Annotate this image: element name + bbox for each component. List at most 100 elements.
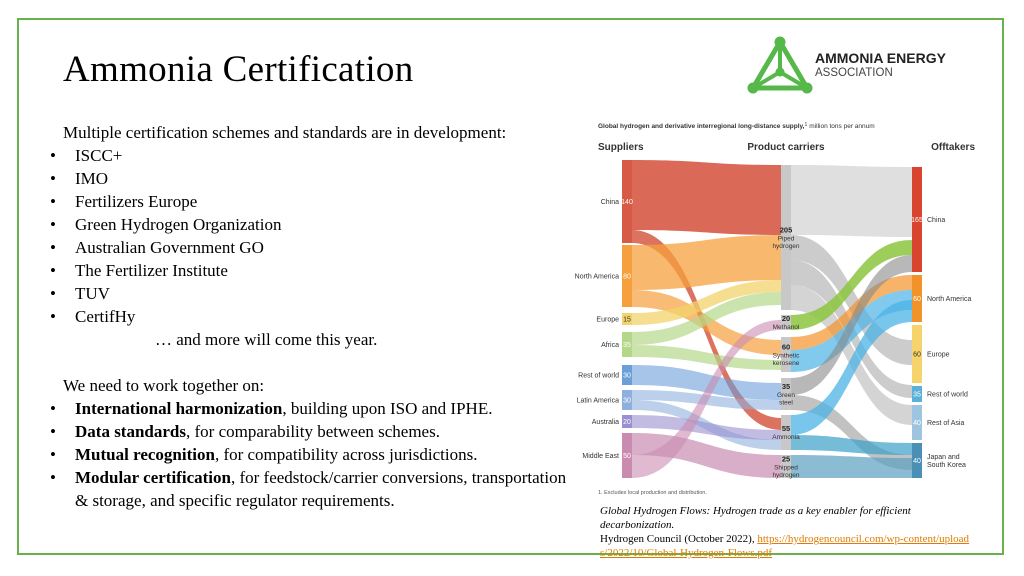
supplier-node — [622, 245, 632, 307]
carrier-label: Methanol — [773, 324, 800, 331]
flow — [632, 320, 781, 478]
offtaker-node — [912, 386, 922, 402]
body-text: Multiple certification schemes and stand… — [50, 121, 570, 512]
caption-source: Hydrogen Council (October 2022), — [600, 533, 755, 545]
supplier-value: 140 — [621, 199, 633, 206]
supplier-label: Australia — [592, 419, 619, 426]
offtaker-label: Japan and — [927, 454, 960, 461]
offtaker-label: North America — [927, 296, 971, 303]
carrier-node — [781, 455, 791, 478]
scheme: Fertilizers Europe — [50, 190, 570, 213]
offtaker-value: 60 — [913, 296, 921, 303]
caption-title: Global Hydrogen Flows: Hydrogen trade as… — [600, 505, 911, 531]
carrier-label: steel — [779, 400, 793, 407]
scheme: Australian Government GO — [50, 236, 570, 259]
carrier-value: 25 — [782, 455, 790, 464]
caption-link[interactable]: https://hydrogencouncil.com/wp-content/u… — [600, 533, 970, 559]
work-item: Data standards, for comparability betwee… — [50, 420, 570, 443]
intro: Multiple certification schemes and stand… — [63, 123, 507, 142]
closing: … and more will come this year. — [155, 330, 378, 349]
scheme: The Fertilizer Institute — [50, 259, 570, 282]
offtaker-node — [912, 405, 922, 440]
column-header: Suppliers — [598, 142, 644, 153]
offtaker-value: 40 — [913, 458, 921, 465]
flow — [632, 415, 781, 440]
slide-title: Ammonia Certification — [63, 49, 414, 90]
flow — [791, 275, 912, 350]
work-item-bold: Mutual recognition — [75, 445, 215, 464]
carrier-label: Shipped — [774, 465, 798, 472]
supplier-label: China — [601, 199, 619, 206]
work-item-bold: International harmonization — [75, 399, 283, 418]
flow — [791, 300, 912, 435]
work-list: International harmonization, building up… — [50, 397, 570, 512]
supplier-value: 80 — [623, 274, 631, 281]
supplier-value: 15 — [623, 317, 631, 324]
scheme: Green Hydrogen Organization — [50, 213, 570, 236]
supplier-node — [622, 365, 632, 385]
carrier-node — [781, 165, 791, 310]
carrier-label: Ammonia — [772, 434, 800, 441]
scheme: CertifHy — [50, 305, 570, 328]
offtaker-value: 60 — [913, 352, 921, 359]
work-item-bold: Data standards — [75, 422, 186, 441]
carrier-value: 205 — [780, 226, 793, 235]
supplier-label: Europe — [596, 317, 619, 324]
offtaker-node — [912, 167, 922, 272]
flows — [632, 160, 912, 478]
flow — [632, 292, 781, 345]
carrier-label: Synthetic — [773, 353, 800, 360]
offtaker-value: 35 — [913, 392, 921, 399]
supplier-node — [622, 415, 632, 428]
logo-line1: AMMONIA ENERGY — [815, 50, 947, 66]
carrier-value: 60 — [782, 343, 790, 352]
work-item: Mutual recognition, for compatibility ac… — [50, 443, 570, 466]
supplier-value: 20 — [623, 419, 631, 426]
flow — [632, 365, 781, 400]
caption: Global Hydrogen Flows: Hydrogen trade as… — [600, 504, 972, 560]
flow — [791, 255, 912, 395]
supplier-label: Latin America — [577, 398, 620, 405]
supplier-node — [622, 332, 632, 357]
carrier-node — [781, 415, 791, 450]
supplier-label: Middle East — [582, 453, 619, 460]
scheme: TUV — [50, 282, 570, 305]
supplier-label: Africa — [601, 342, 619, 349]
work-intro: We need to work together on: — [63, 376, 265, 395]
offtaker-value: 40 — [913, 420, 921, 427]
flow — [632, 235, 781, 290]
scheme: ISCC+ — [50, 144, 570, 167]
work-item-text: , for comparability between schemes. — [186, 422, 440, 441]
carrier-value: 55 — [782, 424, 790, 433]
carrier-value: 35 — [782, 382, 790, 391]
work-item: International harmonization, building up… — [50, 397, 570, 420]
supplier-value: 30 — [623, 373, 631, 380]
slide-border — [17, 18, 1004, 555]
offtaker-label: Rest of world — [927, 392, 968, 399]
work-item-text: , for compatibility across jurisdictions… — [214, 445, 478, 464]
work-item-text: , building upon ISO and IPHE. — [282, 399, 493, 418]
logo-icon — [747, 36, 813, 94]
column-header: Offtakers — [931, 142, 975, 153]
logo-line2: ASSOCIATION — [815, 67, 893, 79]
flow — [791, 435, 912, 455]
offtaker-label: Europe — [927, 352, 950, 359]
flow — [791, 165, 912, 237]
offtaker-value: 165 — [911, 217, 923, 224]
carrier-node — [781, 378, 791, 410]
flow — [632, 345, 781, 370]
carrier-node — [781, 337, 791, 372]
supplier-node — [622, 433, 632, 478]
supplier-node — [622, 160, 632, 243]
offtaker-node — [912, 325, 922, 383]
work-item: Modular certification, for feedstock/car… — [50, 466, 570, 512]
carrier-node — [781, 315, 791, 330]
carrier-label: Piped — [778, 236, 795, 243]
supplier-value: 30 — [623, 398, 631, 405]
offtaker-node — [912, 275, 922, 322]
scheme-list: ISCC+IMOFertilizers EuropeGreen Hydrogen… — [50, 144, 570, 328]
flow — [632, 160, 781, 235]
flow — [791, 455, 912, 478]
scheme: IMO — [50, 167, 570, 190]
